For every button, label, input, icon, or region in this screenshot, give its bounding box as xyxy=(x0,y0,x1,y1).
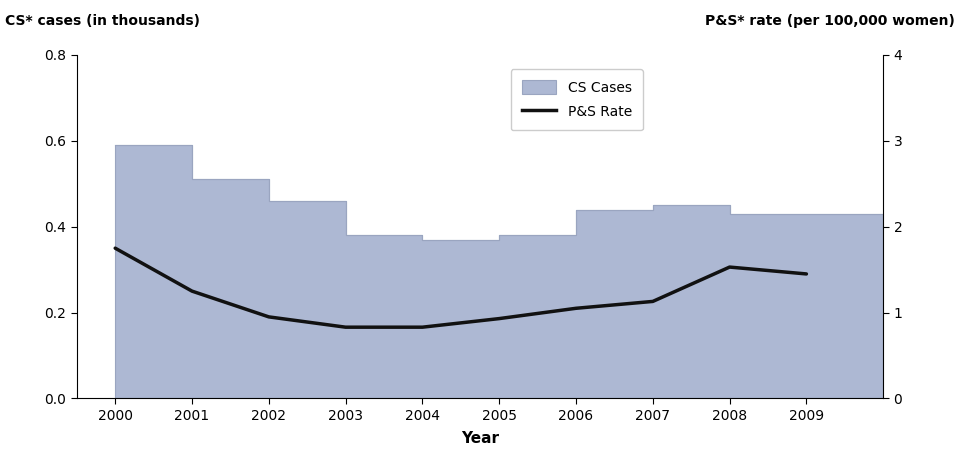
Text: P&S* rate (per 100,000 women): P&S* rate (per 100,000 women) xyxy=(706,14,955,28)
Legend: CS Cases, P&S Rate: CS Cases, P&S Rate xyxy=(511,69,643,131)
X-axis label: Year: Year xyxy=(461,431,499,446)
Text: CS* cases (in thousands): CS* cases (in thousands) xyxy=(5,14,200,28)
